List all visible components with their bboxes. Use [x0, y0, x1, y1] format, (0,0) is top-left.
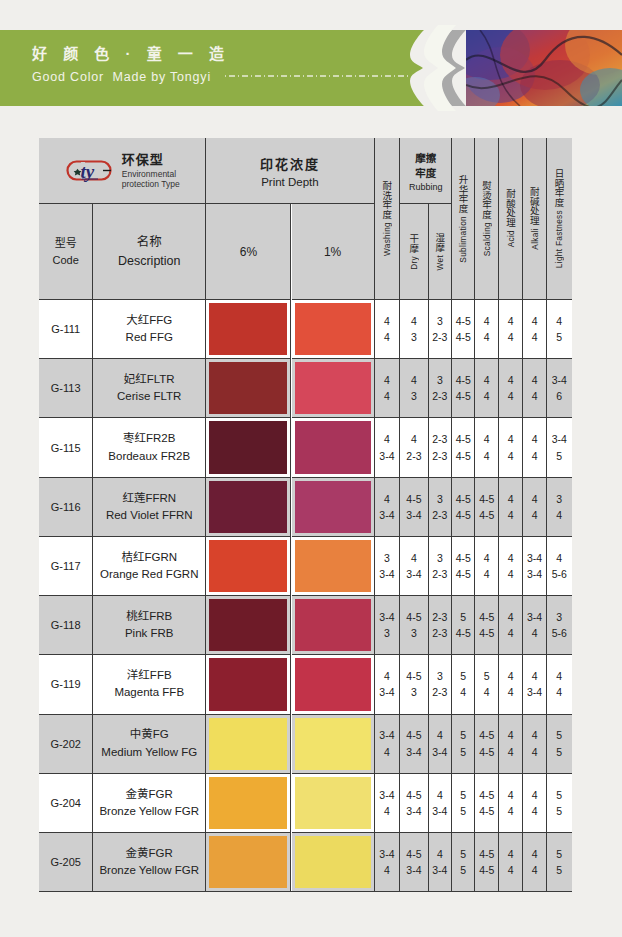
- svg-text:ty: ty: [80, 161, 94, 182]
